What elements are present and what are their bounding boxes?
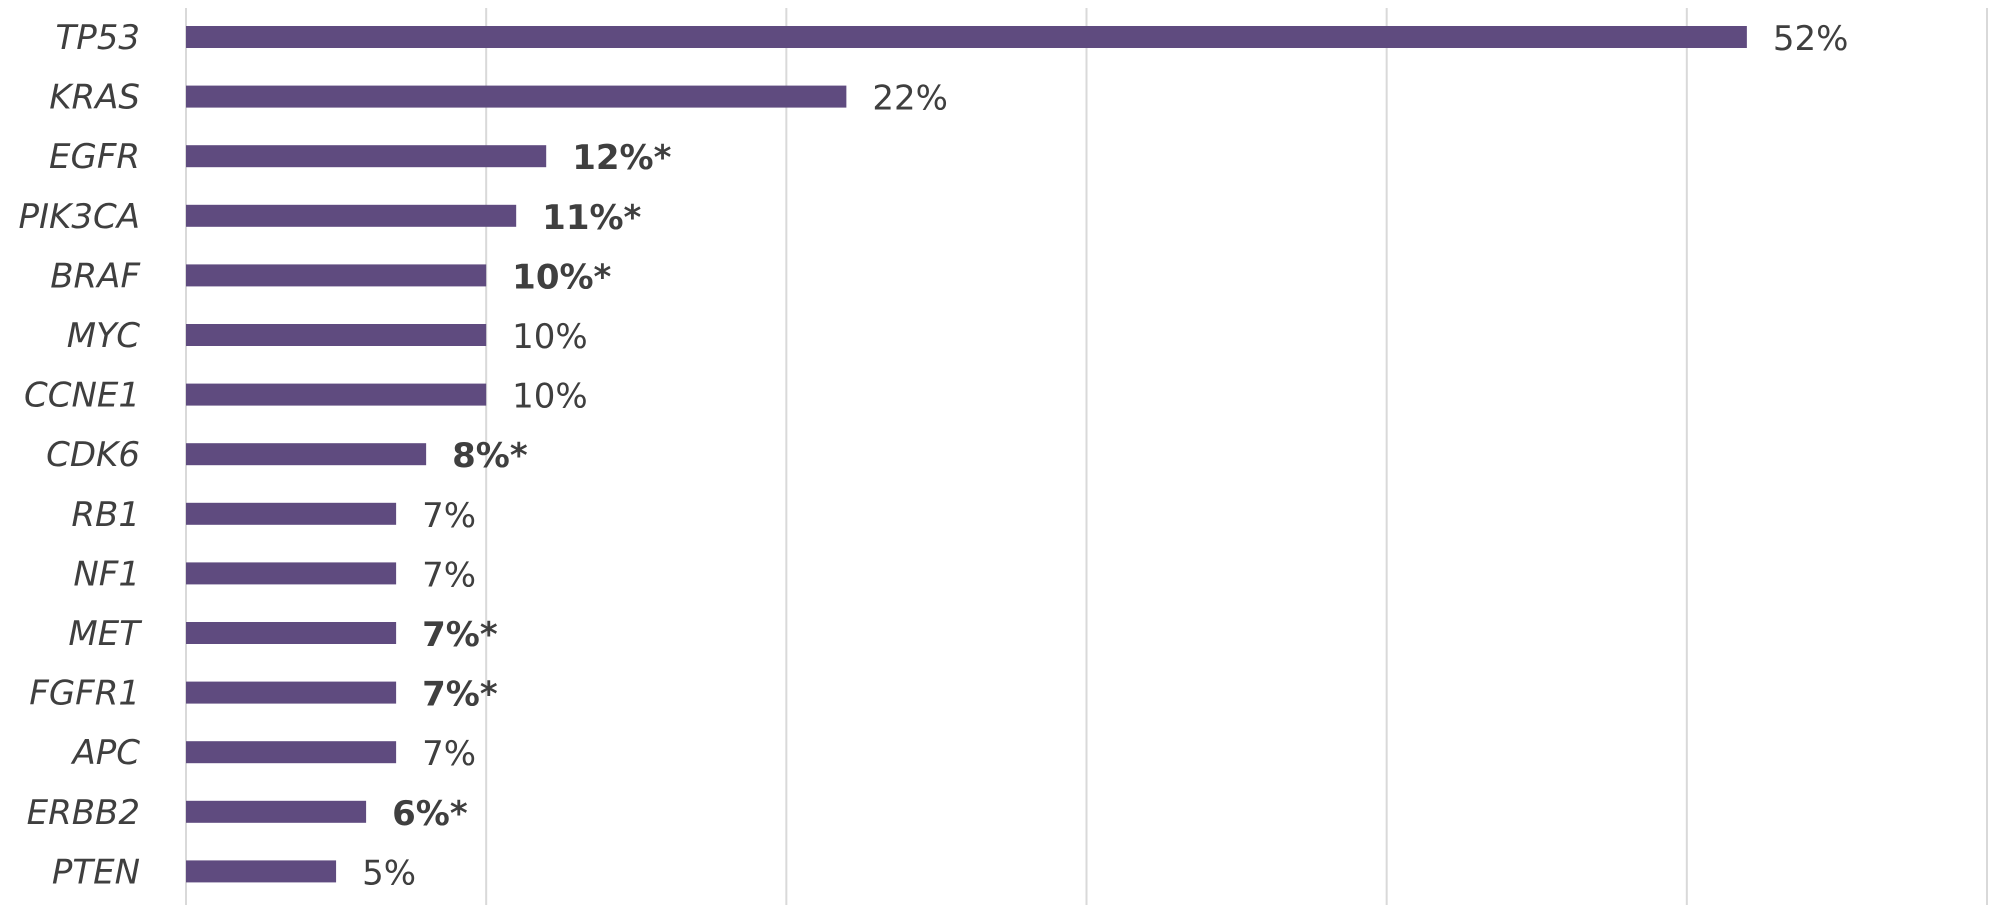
category-label: ERBB2 [27,793,140,833]
category-label: CDK6 [46,435,140,475]
data-label: 8%* [452,436,528,476]
category-label: RB1 [71,495,140,535]
category-label: FGFR1 [29,674,140,714]
bar-myc [186,324,487,346]
category-label: TP53 [55,18,140,58]
bar-egfr [186,145,547,168]
data-label: 7%* [422,675,498,715]
bar-met [186,622,397,644]
bar-pik3ca [186,204,517,227]
bar-tp53 [186,26,1747,48]
category-labels: TP53 KRAS EGFR PIK3CA BRAF MYC CCNE1 CDK6 RB1 NF1… [19,18,143,892]
category-label: NF1 [73,554,140,594]
data-label: 10%* [512,257,611,297]
category-label: EGFR [49,137,140,177]
data-label: 6%* [392,794,468,834]
category-label: PIK3CA [19,197,140,237]
category-label: CCNE1 [24,376,140,416]
bar-erbb2 [186,800,367,823]
bar-cdk6 [186,443,427,466]
data-label: 7% [422,496,476,536]
data-label: 10% [512,377,588,417]
category-label: APC [70,733,140,773]
bar-ccne1 [186,383,487,406]
data-label: 11%* [542,198,641,238]
data-label: 12%* [572,138,671,178]
category-label: MYC [67,316,141,356]
bar-rb1 [186,502,397,525]
bar-braf [186,264,487,287]
bar-apc [186,741,397,764]
value-labels: 52% 22% 12%* 11%* 10%* 10% 10% 8%* 7% 7% 7%* 7%* 7% 6… [362,19,1848,893]
category-label: BRAF [50,256,140,296]
data-label: 7%* [422,615,498,655]
data-label: 22% [872,79,948,119]
bar-nf1 [186,562,397,585]
data-label: 10% [512,317,588,357]
bar-fgfr1 [186,681,397,704]
category-label: PTEN [52,852,140,892]
data-label: 5% [362,853,416,893]
data-label: 52% [1773,19,1849,59]
category-label: MET [68,614,142,654]
data-label: 7% [422,734,476,774]
category-label: KRAS [49,78,140,118]
bar-kras [186,85,847,108]
bar-pten [186,860,337,883]
bars [186,26,1747,883]
data-label: 7% [422,555,476,595]
